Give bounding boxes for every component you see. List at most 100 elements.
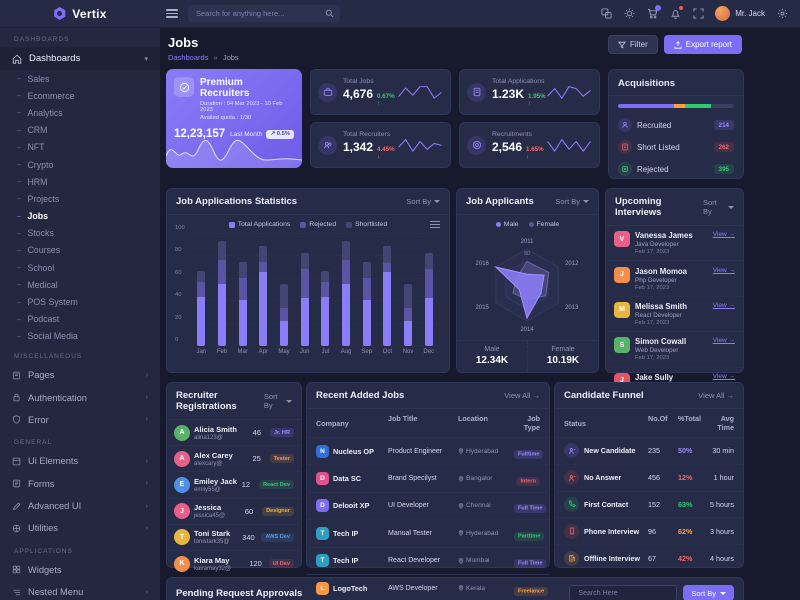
bar-group[interactable]: [294, 234, 315, 346]
bar-group[interactable]: [315, 234, 336, 346]
sort-by-dropdown[interactable]: Sort By: [703, 198, 734, 216]
sidebar-item-nft[interactable]: – NFT: [17, 142, 45, 153]
job-type-badge: Parttime: [514, 531, 545, 541]
sidebar-item-hrm[interactable]: – HRM: [17, 176, 48, 187]
sidebar-item-crypto[interactable]: – Crypto: [17, 159, 54, 170]
pending-sort-button[interactable]: Sort By: [683, 585, 734, 600]
sort-by-dropdown[interactable]: Sort By: [264, 392, 292, 410]
sidebar-item-jobs[interactable]: – Jobs: [17, 211, 48, 222]
role-badge: UI Dev: [268, 559, 294, 569]
view-link[interactable]: View →: [712, 337, 735, 345]
sidebar-item-social-media[interactable]: – Social Media: [17, 331, 78, 342]
bar-group[interactable]: [336, 234, 357, 346]
bar-group[interactable]: [274, 234, 295, 346]
search-input[interactable]: [194, 8, 325, 19]
sidebar-item-advanced-ui[interactable]: Advanced UI ›: [0, 495, 160, 517]
theme-toggle-icon[interactable]: [623, 8, 635, 20]
stat-recruitments[interactable]: Recruitments 2,546 1.65% ↓: [459, 122, 600, 168]
stat-change: 4.45% ↓: [377, 145, 395, 160]
export-report-button[interactable]: Export report: [663, 35, 742, 54]
bar-segment: [383, 272, 392, 346]
view-link[interactable]: View →: [712, 372, 735, 380]
bar-group[interactable]: [398, 234, 419, 346]
pending-search[interactable]: [569, 585, 678, 600]
company-logo: L: [316, 581, 329, 595]
bar-group[interactable]: [232, 234, 253, 346]
sidebar-item-widgets[interactable]: Widgets: [0, 559, 160, 581]
bar-segment: [300, 268, 309, 298]
sidebar-item-school[interactable]: – School: [17, 262, 55, 273]
menu-toggle-icon[interactable]: [166, 9, 178, 18]
bar-group[interactable]: [212, 234, 233, 346]
bar-segment: [404, 307, 413, 322]
company-logo: D: [316, 499, 329, 513]
legend-item[interactable]: Rejected: [300, 221, 336, 228]
acquisition-row-shortlisted[interactable]: Short Listed 262: [609, 136, 743, 158]
bar-group[interactable]: [191, 234, 212, 346]
sidebar-item-ecommerce[interactable]: – Ecommerce: [17, 90, 75, 101]
location-icon: [458, 475, 464, 482]
stat-total-recruiters[interactable]: Total Recruiters 1,342 4.45% ↓: [310, 122, 451, 168]
sidebar-item-stocks[interactable]: – Stocks: [17, 228, 54, 239]
view-link[interactable]: View →: [712, 266, 735, 274]
breadcrumb-dashboards[interactable]: Dashboards: [168, 53, 209, 62]
premium-duration: Duration : 04 Mar 2023 - 10 Feb 2023: [200, 101, 283, 113]
sidebar-item-error[interactable]: Error ›: [0, 409, 160, 431]
sidebar-item-crm[interactable]: – CRM: [17, 125, 48, 136]
sidebar-item-nested-menu[interactable]: Nested Menu ›: [0, 581, 160, 600]
brand[interactable]: Vertix: [0, 7, 160, 21]
fullscreen-icon[interactable]: [692, 8, 704, 20]
bar-group[interactable]: [253, 234, 274, 346]
brand-logo-icon: [54, 7, 66, 20]
role-badge: Jr. HR: [269, 428, 294, 438]
role-badge: Designer: [262, 506, 294, 516]
sidebar-item-sales[interactable]: – Sales: [17, 73, 50, 84]
view-all-link[interactable]: View All →: [698, 391, 734, 400]
acquisition-row-rejected[interactable]: Rejected 395: [609, 158, 743, 180]
language-icon[interactable]: [600, 8, 612, 20]
avatar: E: [174, 476, 190, 493]
premium-recruiters-card[interactable]: Premium Recruiters Duration : 04 Mar 202…: [166, 69, 302, 168]
sidebar-item-forms[interactable]: Forms ›: [0, 473, 160, 495]
sidebar-item-authentication[interactable]: Authentication ›: [0, 386, 160, 408]
bar-group[interactable]: [418, 234, 439, 346]
sidebar-section-general: GENERAL: [14, 439, 53, 447]
bar-segment: [362, 262, 371, 278]
cart-icon[interactable]: [646, 4, 662, 20]
bar-group[interactable]: [377, 234, 398, 346]
widgets-icon: [12, 566, 21, 574]
user-menu[interactable]: Mr. Jack: [715, 6, 765, 21]
sort-by-dropdown[interactable]: Sort By: [406, 197, 440, 206]
sidebar-section-dashboards: DASHBOARDS: [14, 36, 70, 43]
sidebar-item-dashboards[interactable]: Dashboards ▾: [0, 47, 160, 70]
job-row: D Data SC Brand Specilyst Bangalor Intern: [307, 464, 549, 491]
settings-icon[interactable]: [776, 8, 788, 20]
view-link[interactable]: View →: [712, 231, 735, 239]
sidebar-item-ui-elements[interactable]: Ui Elements ›: [0, 450, 160, 472]
stat-total-applications[interactable]: Total Applications 1.23K 1.95% ↑: [459, 69, 600, 115]
view-link[interactable]: View →: [712, 301, 735, 309]
bar-group[interactable]: [356, 234, 377, 346]
sidebar-item-utilities[interactable]: Utilities ›: [0, 517, 160, 539]
acquisition-row-recruited[interactable]: Recruited 214: [609, 114, 743, 136]
chart-menu-icon[interactable]: [430, 221, 440, 228]
sort-by-dropdown[interactable]: Sort By: [555, 197, 589, 206]
sidebar-item-pos-system[interactable]: – POS System: [17, 297, 78, 308]
location-icon: [458, 448, 464, 455]
topbar-actions: Mr. Jack: [600, 4, 800, 21]
sidebar-item-podcast[interactable]: – Podcast: [17, 314, 60, 325]
sidebar-item-analytics[interactable]: – Analytics: [17, 107, 63, 118]
notifications-icon[interactable]: [669, 5, 684, 20]
sidebar-item-courses[interactable]: – Courses: [17, 245, 61, 256]
legend-item[interactable]: Total Applications: [228, 221, 290, 228]
global-search[interactable]: [188, 5, 340, 22]
filter-button[interactable]: Filter: [607, 35, 658, 54]
sidebar-item-pages[interactable]: Pages ›: [0, 364, 160, 386]
sidebar-item-projects[interactable]: – Projects: [17, 193, 60, 204]
pending-search-input[interactable]: [576, 588, 671, 598]
stat-total-jobs[interactable]: Total Jobs 4,676 0.67% ↑: [310, 69, 451, 115]
sidebar-item-medical[interactable]: – Medical: [17, 279, 58, 290]
pending-request-approvals-card: Pending Request Approvals Sort By Positi…: [166, 577, 744, 600]
view-all-link[interactable]: View All →: [504, 391, 540, 400]
legend-item[interactable]: Shortlisted: [346, 221, 387, 228]
